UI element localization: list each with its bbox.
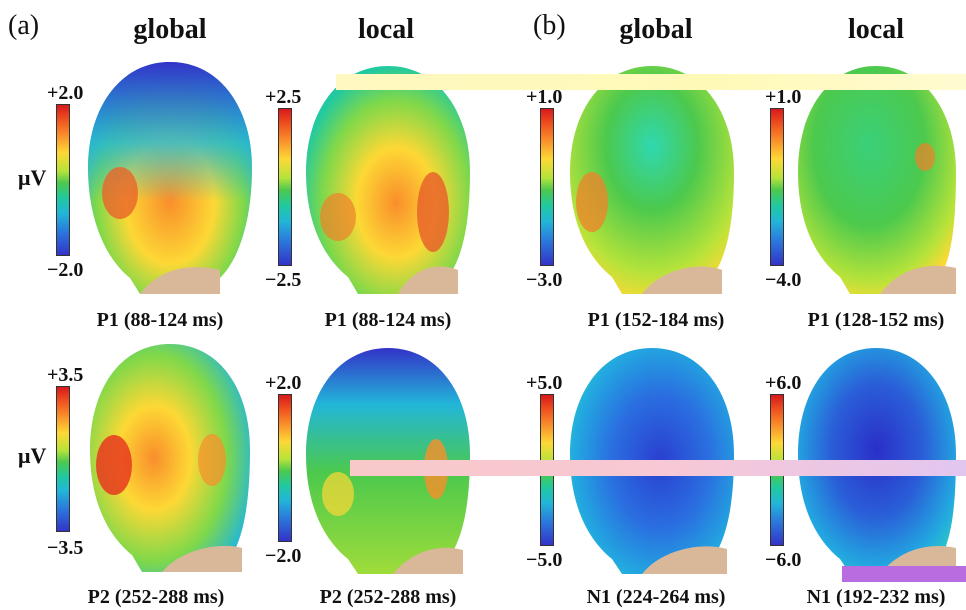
caption-a-local-p2: P2 (252-288 ms) [319,586,457,608]
scalp-map-b-global-p1 [570,66,734,294]
color-scale [56,386,70,532]
caption-b-global-n1: N1 (224-264 ms) [586,586,726,608]
scale-max-label: +1.0 [526,86,563,108]
panel-a-tag: (a) [8,10,40,41]
scale-max-label: +1.0 [765,86,802,108]
scale-min-label: −2.0 [265,545,302,567]
scale-min-label: −3.0 [526,269,563,291]
caption-b-global-p1: P1 (152-184 ms) [587,309,725,331]
scale-min-label: −5.0 [526,549,563,571]
scale-max-label: +2.0 [265,372,302,394]
panel-b-local-title: local [848,14,904,45]
scale-max-label: +2.5 [265,86,302,108]
scale-min-label: −6.0 [765,549,802,571]
scalp-map-b-local-p1 [798,66,956,294]
color-scale [540,108,554,266]
caption-a-global-p2: P2 (252-288 ms) [87,586,225,608]
scale-max-label: +3.5 [47,364,84,386]
scale-min-label: −3.5 [47,537,84,559]
scale-min-label: −4.0 [765,269,802,291]
panel-b-tag: (b) [533,10,566,41]
scalp-map-a-global-p2 [90,344,250,572]
caption-b-local-n1: N1 (192-232 ms) [806,586,946,608]
color-scale [278,394,292,542]
scale-max-label: +6.0 [765,372,802,394]
scalp-map-a-global-p1 [88,62,252,294]
glitch-band-top [336,74,966,90]
scalp-map-a-local-p2 [306,348,470,574]
scale-max-label: +2.0 [47,82,84,104]
glitch-band-bottom [842,566,966,582]
color-scale [278,108,292,266]
panel-b-global-title: global [619,14,693,45]
caption-b-local-p1: P1 (128-152 ms) [807,309,945,331]
unit-label-row2: μV [18,443,47,468]
scale-max-label: +5.0 [526,372,563,394]
caption-a-global-p1: P1 (88-124 ms) [96,309,224,331]
color-scale [770,108,784,266]
panel-a-local-title: local [358,14,414,45]
scale-min-label: −2.0 [47,259,84,281]
color-scale [56,104,70,256]
glitch-band-middle [350,460,966,476]
scalp-map-a-local-p1 [306,66,470,294]
panel-a-global-title: global [133,14,207,45]
unit-label-row1: μV [18,165,47,190]
scale-min-label: −2.5 [265,269,302,291]
caption-a-local-p1: P1 (88-124 ms) [324,309,452,331]
